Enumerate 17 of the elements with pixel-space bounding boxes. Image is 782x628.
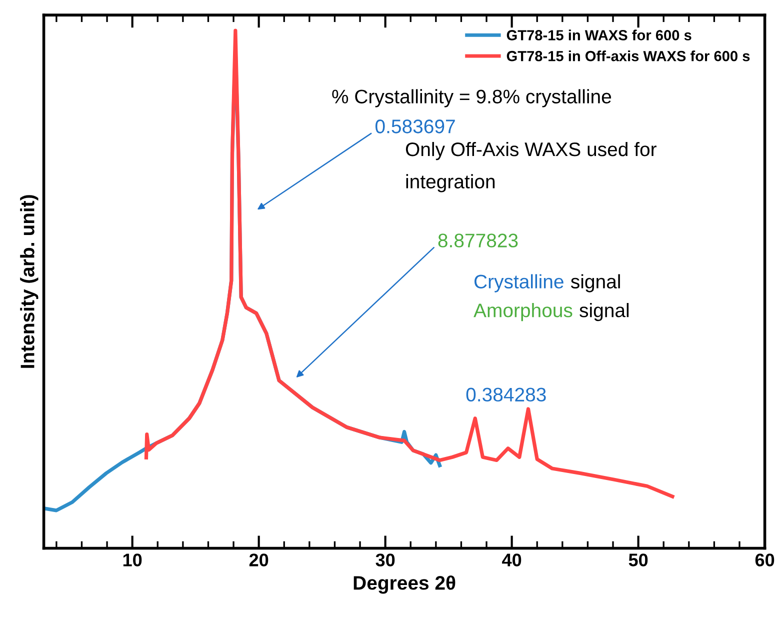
- x-tick-label: 30: [376, 554, 395, 566]
- y-axis-title: Intensity (arb. unit): [20, 195, 38, 368]
- x-tick-label: 50: [628, 554, 648, 566]
- annotation: 8.877823: [438, 234, 518, 248]
- x-tick-label: 40: [502, 554, 522, 566]
- x-tick-label: 60: [755, 554, 774, 566]
- annotation: % Crystallinity = 9.8% crystalline: [332, 89, 612, 108]
- x-tick-label: 10: [123, 554, 142, 566]
- annotation: Only Off-Axis WAXS used for integration: [406, 142, 656, 192]
- annotation: Crystalline signal: [474, 274, 620, 292]
- legend-label: GT78-15 in WAXS for 600 s: [506, 30, 692, 40]
- annotation: Amorphous signal: [474, 302, 629, 322]
- annotation: 0.384283: [466, 388, 546, 402]
- legend-label: GT78-15 in Off-axis WAXS for 600 s: [506, 50, 750, 62]
- annotation: 0.583697: [375, 120, 455, 134]
- x-axis-title: Degrees 2θ: [354, 575, 456, 594]
- x-tick-label: 20: [249, 554, 268, 566]
